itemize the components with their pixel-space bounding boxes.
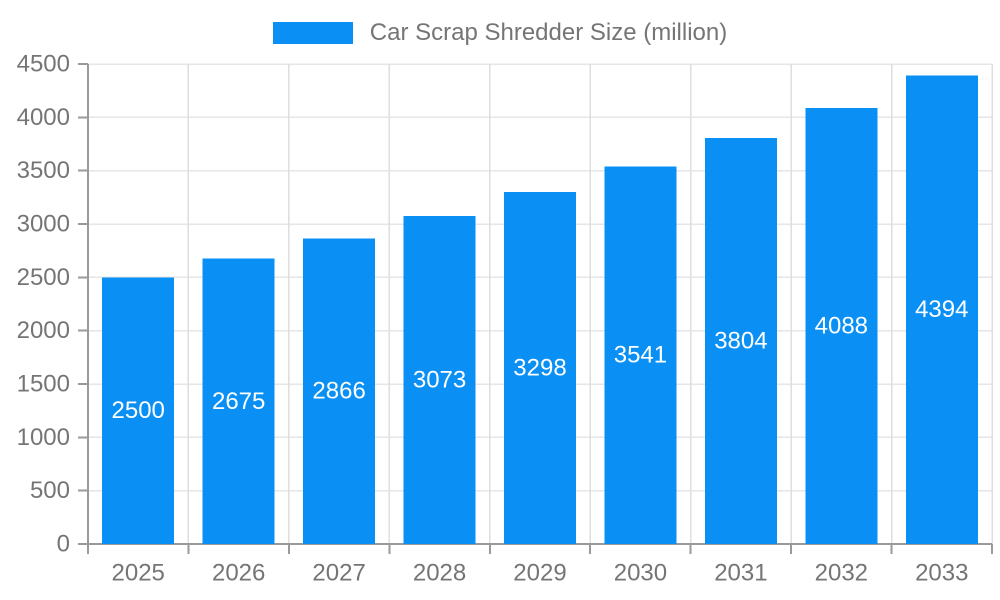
y-axis-tick-label: 4000 bbox=[17, 104, 70, 131]
bar-value-label: 3073 bbox=[413, 367, 466, 394]
bar-2033 bbox=[905, 75, 978, 544]
y-axis-tick-label: 1500 bbox=[17, 371, 70, 398]
x-axis-tick-label: 2029 bbox=[513, 560, 566, 587]
bar-2031 bbox=[704, 138, 777, 545]
bar-value-label: 2675 bbox=[212, 388, 265, 415]
bar-value-label: 2866 bbox=[312, 378, 365, 405]
bar-2030 bbox=[604, 166, 677, 544]
y-axis-tick-label: 0 bbox=[57, 531, 70, 558]
bar-2026 bbox=[202, 258, 275, 544]
x-axis-tick-label: 2032 bbox=[815, 560, 868, 587]
bar-value-label: 3541 bbox=[614, 342, 667, 369]
bar-2025 bbox=[102, 277, 175, 544]
bar-value-label: 4088 bbox=[815, 312, 868, 339]
chart-legend: Car Scrap Shredder Size (million) bbox=[0, 19, 1000, 47]
x-axis-tick-label: 2031 bbox=[714, 560, 767, 587]
bar-2028 bbox=[403, 216, 476, 545]
y-axis-tick-label: 4500 bbox=[17, 51, 70, 78]
y-axis-tick-label: 1000 bbox=[17, 424, 70, 451]
y-axis-tick-label: 3500 bbox=[17, 157, 70, 184]
legend-label: Car Scrap Shredder Size (million) bbox=[369, 19, 728, 46]
x-axis-tick-label: 2027 bbox=[312, 560, 365, 587]
y-axis-tick-label: 500 bbox=[30, 477, 70, 504]
bar-2029 bbox=[504, 192, 576, 545]
bar-value-label: 3804 bbox=[714, 328, 767, 355]
legend-swatch bbox=[272, 22, 353, 44]
x-axis-tick-label: 2033 bbox=[915, 560, 968, 587]
bar-value-label: 4394 bbox=[915, 296, 968, 323]
x-axis-tick-label: 2026 bbox=[212, 560, 265, 587]
y-axis-tick-label: 2500 bbox=[17, 264, 70, 291]
x-axis-tick-label: 2030 bbox=[614, 560, 667, 587]
bar-2027 bbox=[303, 238, 376, 544]
bar-value-label: 2500 bbox=[112, 397, 165, 424]
legend-item[interactable]: Car Scrap Shredder Size (million) bbox=[272, 19, 728, 47]
y-axis-tick-label: 2000 bbox=[17, 317, 70, 344]
bar-2032 bbox=[805, 107, 878, 545]
x-axis-tick-label: 2028 bbox=[413, 560, 466, 587]
y-axis-tick-label: 3000 bbox=[17, 211, 70, 238]
x-axis-tick-label: 2025 bbox=[112, 560, 165, 587]
bar-value-label: 3298 bbox=[513, 355, 566, 382]
